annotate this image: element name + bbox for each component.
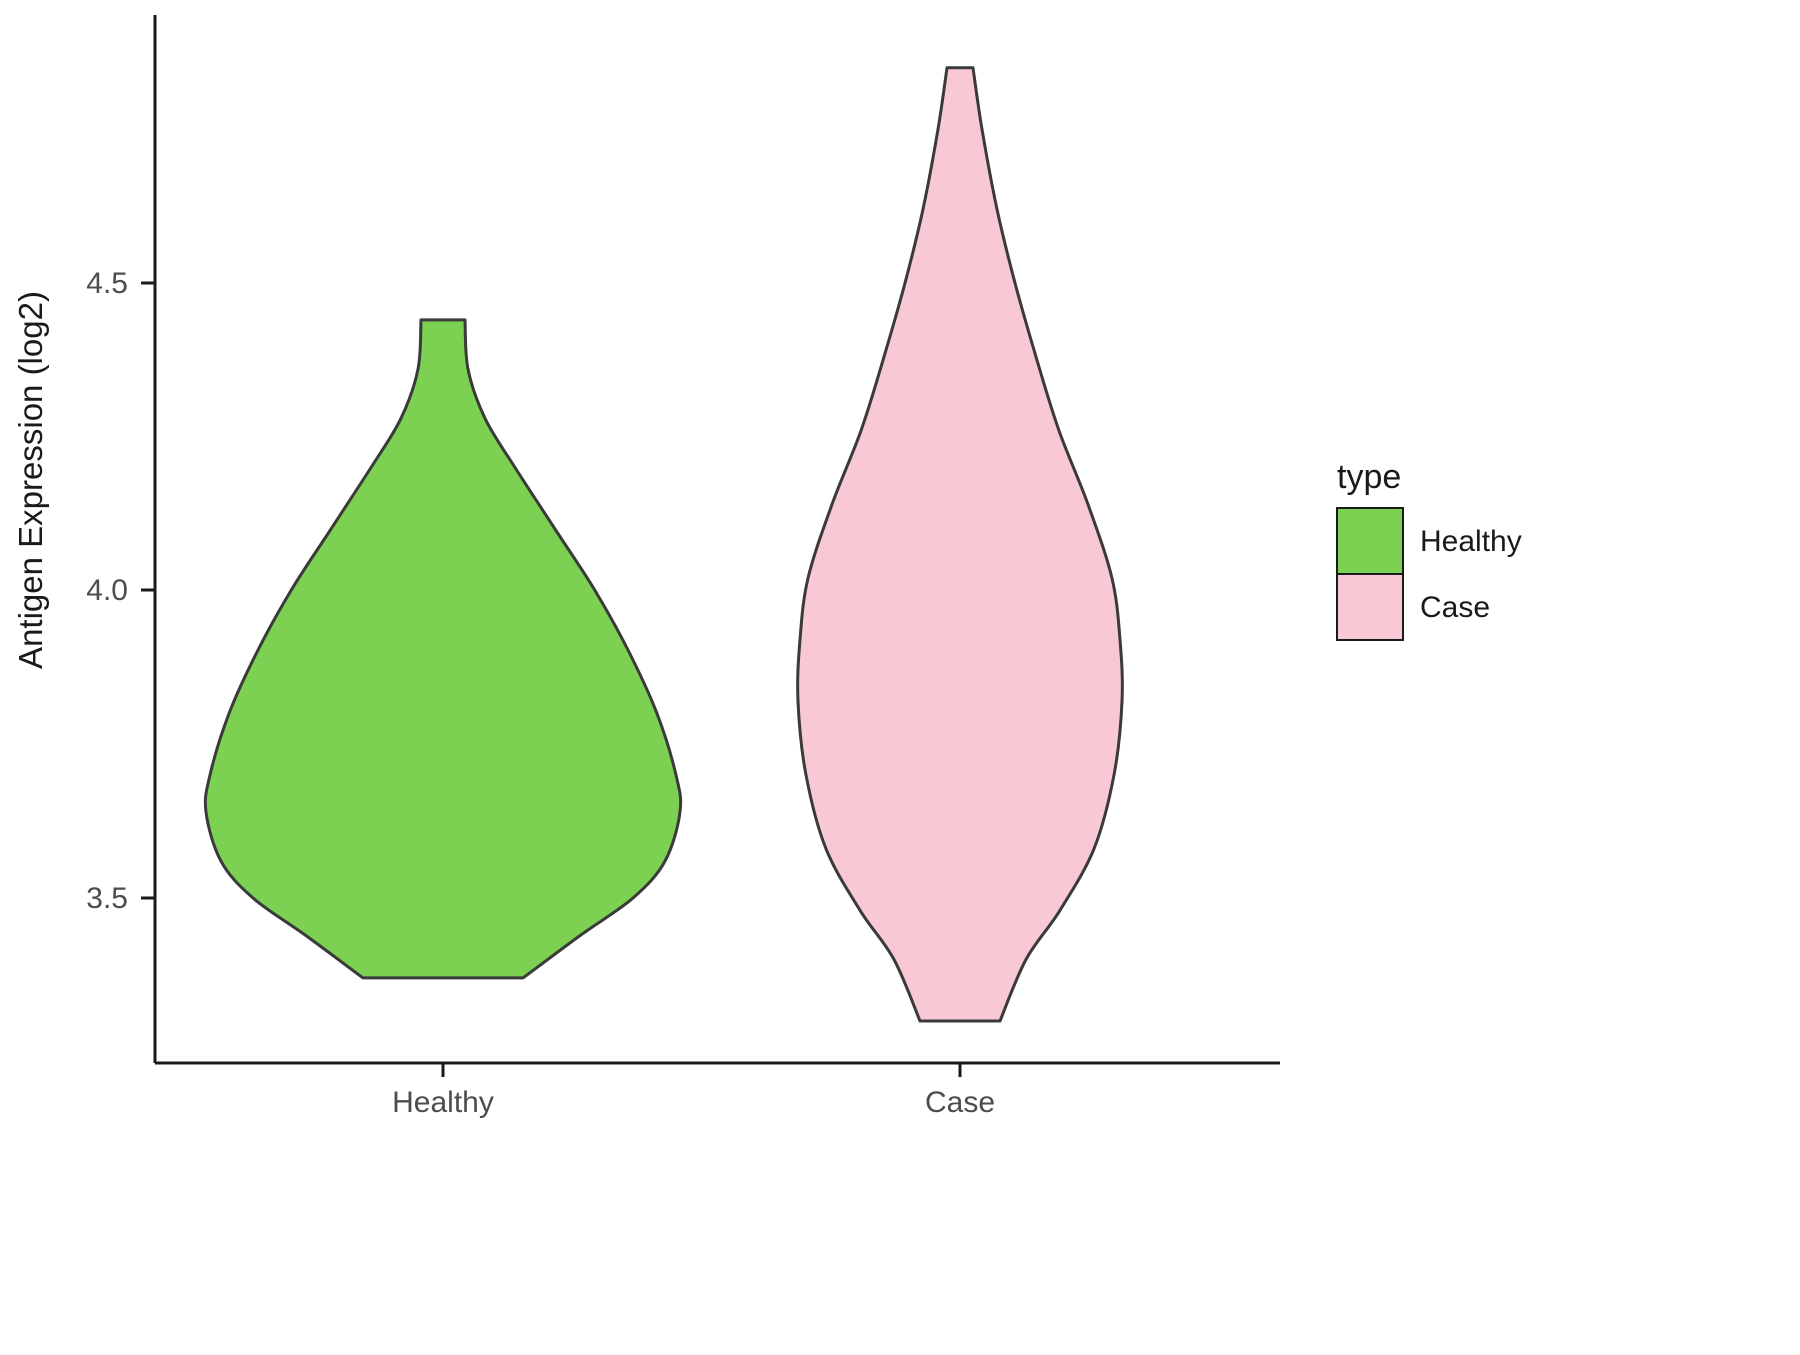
violin-healthy bbox=[203, 318, 683, 980]
y-axis-title: Antigen Expression (log2) bbox=[12, 291, 49, 669]
violin-case bbox=[796, 66, 1124, 1023]
legend-swatch-healthy bbox=[1336, 507, 1404, 575]
x-category-label-case: Case bbox=[925, 1086, 995, 1119]
legend-label-case: Case bbox=[1420, 591, 1490, 624]
legend-label-healthy: Healthy bbox=[1420, 525, 1522, 558]
y-tick-label-4.0: 4.0 bbox=[86, 574, 128, 607]
x-category-label-healthy: Healthy bbox=[392, 1086, 494, 1119]
y-tick-label-3.5: 3.5 bbox=[86, 882, 128, 915]
legend-swatch-case bbox=[1336, 573, 1404, 641]
legend-title: type bbox=[1337, 458, 1401, 496]
y-tick-label-4.5: 4.5 bbox=[86, 267, 128, 300]
